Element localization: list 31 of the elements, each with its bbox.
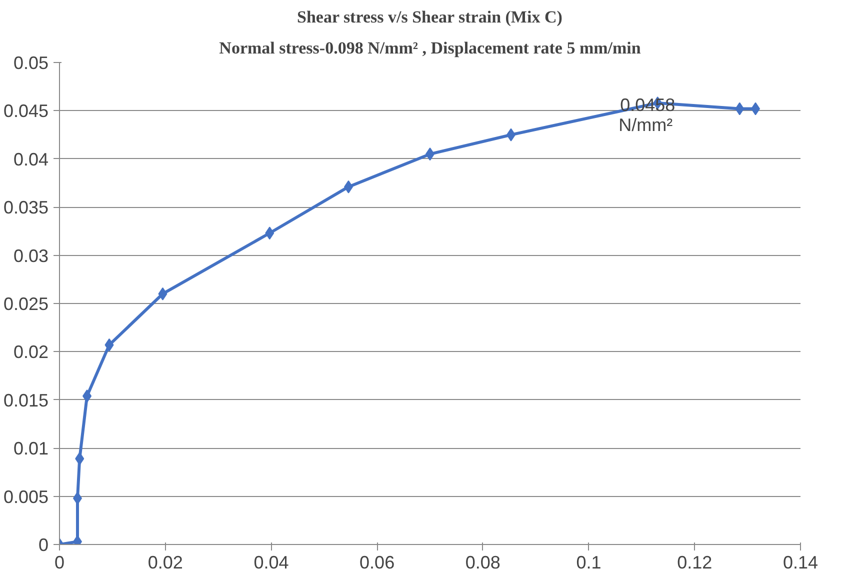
y-tick-label: 0.015 — [3, 390, 49, 410]
y-tick-label: 0.05 — [13, 53, 49, 73]
y-tick-label: 0.005 — [3, 486, 49, 507]
x-tick-label: 0.02 — [148, 552, 183, 572]
x-tick-label: 0.08 — [465, 552, 500, 572]
x-tick-label: 0 — [54, 552, 65, 572]
point — [104, 338, 114, 352]
point — [506, 128, 516, 142]
chart-subtitle: Normal stress-0.098 N/mm² , Displacement rate 5 mm/min — [219, 38, 642, 58]
point — [75, 452, 84, 466]
y-tick-label: 0 — [38, 535, 49, 555]
point — [158, 287, 168, 300]
y-tick-label: 0.04 — [13, 149, 49, 170]
y-tick-label: 0.025 — [3, 294, 49, 314]
y-tick-label: 0.03 — [13, 246, 49, 266]
chart-title: Shear stress v/s Shear strain (Mix C) — [297, 8, 562, 26]
point — [72, 492, 82, 505]
y-tick-label: 0.035 — [3, 198, 49, 218]
x-tick-label: 0.04 — [254, 552, 289, 572]
point — [735, 102, 744, 116]
x-tick-label: 0.1 — [576, 552, 602, 572]
point — [344, 180, 353, 194]
point — [751, 102, 760, 116]
y-tick-label: 0.045 — [3, 101, 49, 122]
x-tick-label: 0.14 — [782, 552, 818, 572]
point — [82, 390, 92, 403]
x-tick-label: 0.12 — [677, 552, 712, 572]
y-tick-label: 0.02 — [13, 342, 49, 362]
point — [265, 226, 274, 240]
x-tick-label: 0.06 — [360, 552, 395, 572]
y-tick-label: 0.01 — [13, 438, 49, 459]
